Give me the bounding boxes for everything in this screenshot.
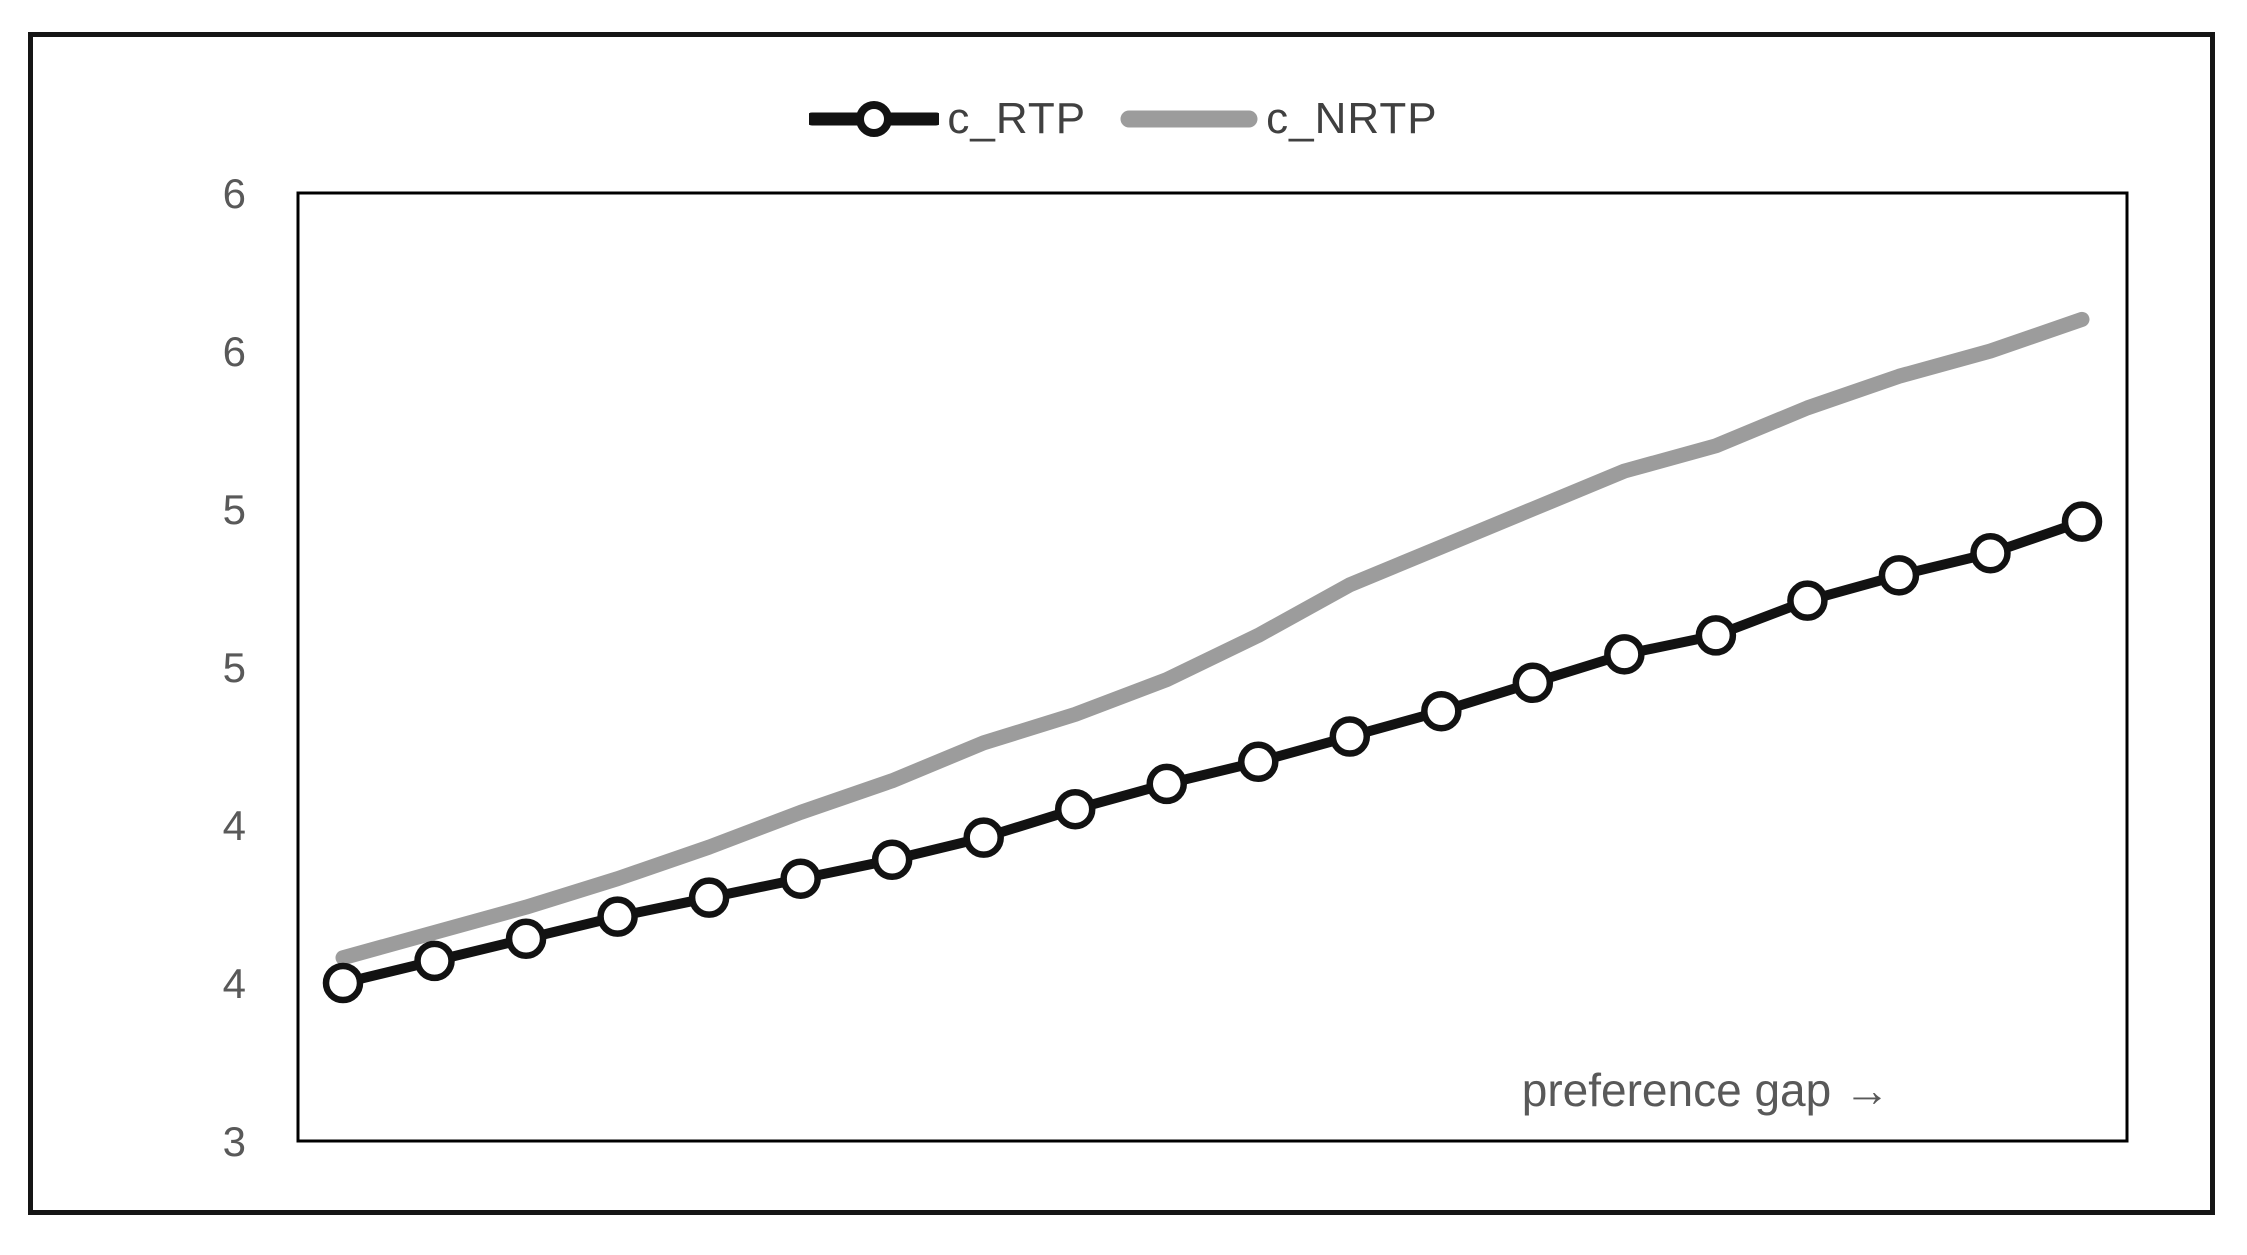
y-tick-label: 5: [223, 644, 246, 691]
c-rtp-marker: [505, 918, 547, 960]
c-rtp-marker: [1878, 555, 1920, 596]
c-rtp-marker: [1787, 580, 1828, 621]
c-rtp-marker: [2061, 501, 2103, 542]
c-rtp-marker: [871, 839, 913, 881]
c-rtp-marker: [322, 962, 364, 1004]
c-rtp-marker: [688, 877, 730, 918]
y-tick-label: 6: [223, 170, 246, 217]
c-rtp-marker: [1146, 763, 1187, 805]
c-rtp-marker: [597, 896, 638, 937]
c-rtp-marker: [1970, 532, 2011, 574]
c-rtp-marker: [1604, 634, 1645, 675]
c-rtp-marker: [1421, 690, 1462, 732]
c-rtp-marker: [1512, 662, 1554, 704]
c-rtp-marker: [414, 940, 455, 982]
c-rtp-marker: [1238, 741, 1279, 783]
series-line-c-nrtp: [335, 311, 2090, 966]
y-tick-label: 3: [223, 1118, 246, 1165]
c-rtp-marker: [1695, 615, 1737, 656]
y-tick-label: 5: [223, 486, 246, 533]
c-rtp-marker: [780, 858, 821, 899]
c-rtp-marker: [963, 817, 1004, 858]
preference-gap-annotation: preference gap →: [1521, 1064, 1890, 1116]
y-tick-label: 4: [223, 802, 246, 849]
y-tick-label: 4: [223, 960, 246, 1007]
plot-border: [296, 191, 2129, 1143]
c-rtp-marker: [1329, 716, 1371, 757]
y-tick-label: 6: [223, 328, 246, 375]
c-rtp-marker: [1054, 788, 1096, 830]
